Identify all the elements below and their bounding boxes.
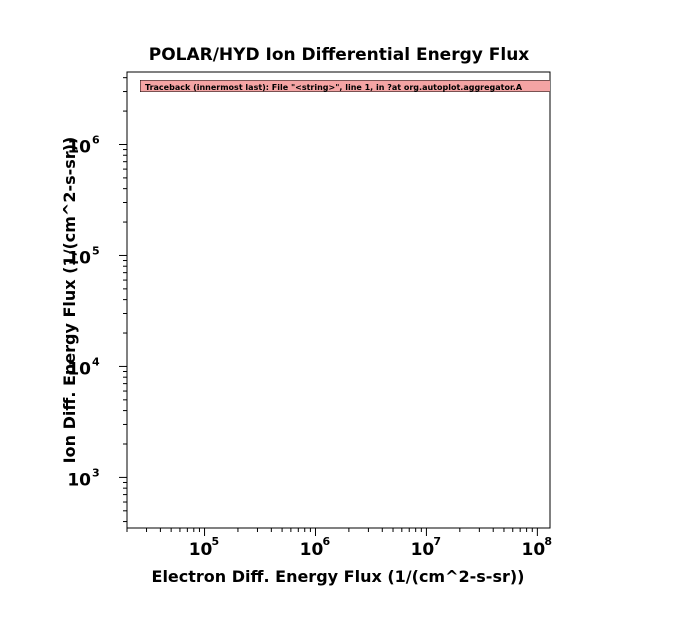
y-tick-label: 10 (67, 359, 91, 379)
error-banner-box (140, 80, 550, 92)
x-tick-exponent: 8 (544, 535, 552, 548)
y-tick-label: 10 (67, 470, 91, 490)
y-tick-label: 10 (67, 248, 91, 268)
x-tick-exponent: 6 (322, 535, 330, 548)
x-tick-label: 10 (300, 540, 324, 560)
y-tick-exponent: 3 (92, 466, 100, 479)
plot-area (126, 71, 551, 529)
x-tick-exponent: 7 (433, 535, 441, 548)
y-axis-label: Ion Diff. Energy Flux (1/(cm^2-s-sr)) (60, 137, 79, 464)
x-axis-label: Electron Diff. Energy Flux (1/(cm^2-s-sr… (152, 567, 525, 586)
y-tick-label: 10 (67, 137, 91, 157)
error-banner: Traceback (innermost last): File "<strin… (140, 80, 550, 92)
y-tick-exponent: 4 (92, 355, 100, 368)
x-axis: 10 5 10 6 10 7 10 8 (126, 528, 552, 560)
chart-title: POLAR/HYD Ion Differential Energy Flux (149, 45, 530, 65)
x-tick-exponent: 5 (212, 535, 220, 548)
y-tick-exponent: 5 (92, 244, 100, 257)
x-tick-label: 10 (522, 540, 546, 560)
x-tick-label: 10 (411, 540, 435, 560)
error-message: Traceback (innermost last): File "<strin… (145, 83, 523, 92)
x-tick-label: 10 (189, 540, 213, 560)
y-tick-exponent: 6 (92, 133, 100, 146)
